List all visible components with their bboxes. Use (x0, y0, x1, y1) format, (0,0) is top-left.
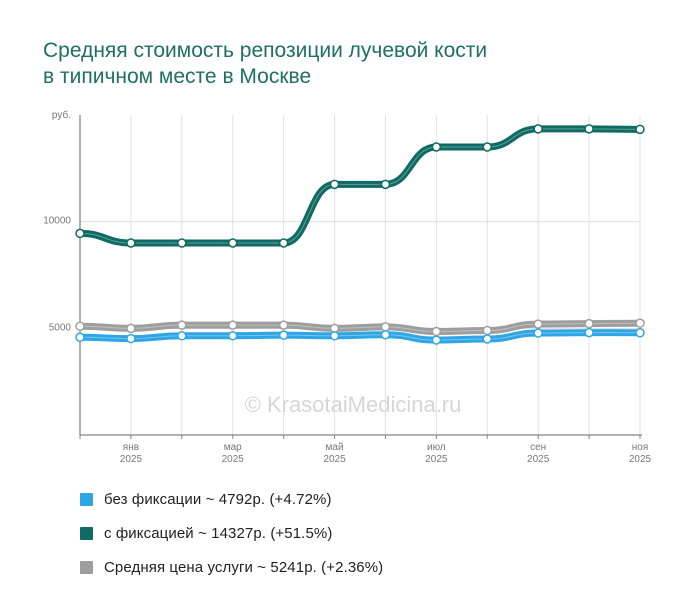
data-point-no-fixation (380, 329, 391, 340)
y-tick-label: 10000 (43, 216, 71, 227)
data-point-average-price (126, 323, 136, 334)
y-tick-label: 5000 (49, 322, 72, 333)
data-point-with-fixation (126, 238, 136, 248)
data-point-with-fixation (278, 238, 289, 248)
x-tick-label-year: 2025 (222, 454, 245, 465)
x-tick-label-month: ноя (632, 442, 649, 453)
data-point-no-fixation (533, 328, 543, 338)
x-tick-label-year: 2025 (629, 454, 652, 465)
data-point-with-fixation (329, 179, 340, 190)
y-unit-label: руб. (52, 109, 71, 121)
data-point-no-fixation (75, 332, 85, 343)
data-point-average-price (431, 326, 442, 337)
x-tick-label-year: 2025 (323, 454, 346, 465)
data-point-no-fixation (584, 327, 594, 338)
chart-title-line-1: Средняя стоимость репозиции лучевой кост… (43, 39, 488, 62)
watermark: © KrasotaiMedicina.ru (245, 392, 462, 417)
data-point-no-fixation (482, 334, 493, 344)
x-tick-label-month: июл (427, 442, 446, 453)
x-tick-label-year: 2025 (120, 454, 143, 465)
legend-item-no-fixation[interactable]: без фиксации ~ 4792р. (+4.72%) (80, 482, 383, 516)
data-point-average-price (482, 325, 493, 336)
data-point-with-fixation (533, 124, 543, 134)
x-tick-label-year: 2025 (527, 454, 550, 465)
data-point-with-fixation (635, 124, 645, 135)
chart-title: Средняя стоимость репозиции лучевой кост… (43, 38, 663, 90)
legend-item-with-fixation[interactable]: с фиксацией ~ 14327р. (+51.5%) (80, 516, 383, 550)
series-line-average-price (76, 319, 644, 336)
data-point-average-price (75, 321, 85, 331)
legend-label-with-fixation: с фиксацией ~ 14327р. (+51.5%) (104, 524, 333, 542)
data-point-no-fixation (329, 331, 340, 341)
chart-legend: без фиксации ~ 4792р. (+4.72%) с фиксаци… (80, 482, 383, 584)
data-point-no-fixation (278, 330, 289, 340)
chart-title-line-2: в типичном месте в Москве (43, 65, 312, 88)
legend-swatch-average-price (80, 560, 93, 574)
series-line-highlight-average-price (79, 322, 641, 333)
data-point-no-fixation (177, 331, 187, 341)
series-line-highlight-no-fixation (79, 332, 641, 341)
legend-label-average-price: Средняя цена услуги ~ 5241р. (+2.36%) (104, 558, 384, 576)
data-point-with-fixation (584, 124, 594, 134)
series-line-with-fixation (76, 125, 644, 247)
data-point-average-price (177, 320, 187, 330)
x-tick-label-month: сен (530, 442, 546, 453)
data-point-average-price (278, 320, 289, 330)
data-point-average-price (227, 320, 238, 330)
legend-swatch-with-fixation (80, 526, 93, 540)
x-tick-label-month: май (326, 442, 344, 453)
data-point-with-fixation (380, 179, 391, 190)
data-point-with-fixation (177, 238, 187, 248)
data-point-with-fixation (482, 142, 493, 152)
data-point-average-price (380, 322, 391, 332)
legend-item-average-price[interactable]: Средняя цена услуги ~ 5241р. (+2.36%) (80, 550, 383, 584)
data-point-average-price (533, 319, 543, 329)
series-line-no-fixation (76, 329, 644, 344)
data-point-no-fixation (227, 331, 238, 341)
data-point-average-price (584, 318, 594, 329)
data-point-no-fixation (635, 328, 645, 338)
data-point-no-fixation (126, 333, 136, 344)
data-point-average-price (635, 318, 645, 328)
legend-label-no-fixation: без фиксации ~ 4792р. (+4.72%) (104, 490, 332, 508)
x-tick-label-month: янв (123, 442, 139, 453)
legend-swatch-no-fixation (80, 492, 93, 506)
data-point-with-fixation (75, 228, 85, 239)
data-point-no-fixation (431, 335, 442, 345)
data-point-with-fixation (227, 238, 238, 248)
x-tick-label-year: 2025 (425, 454, 448, 465)
x-tick-label-month: мар (224, 442, 242, 453)
price-line-chart: 500010000руб.янв2025мар2025май2025июл202… (43, 109, 652, 465)
data-point-with-fixation (431, 142, 442, 152)
